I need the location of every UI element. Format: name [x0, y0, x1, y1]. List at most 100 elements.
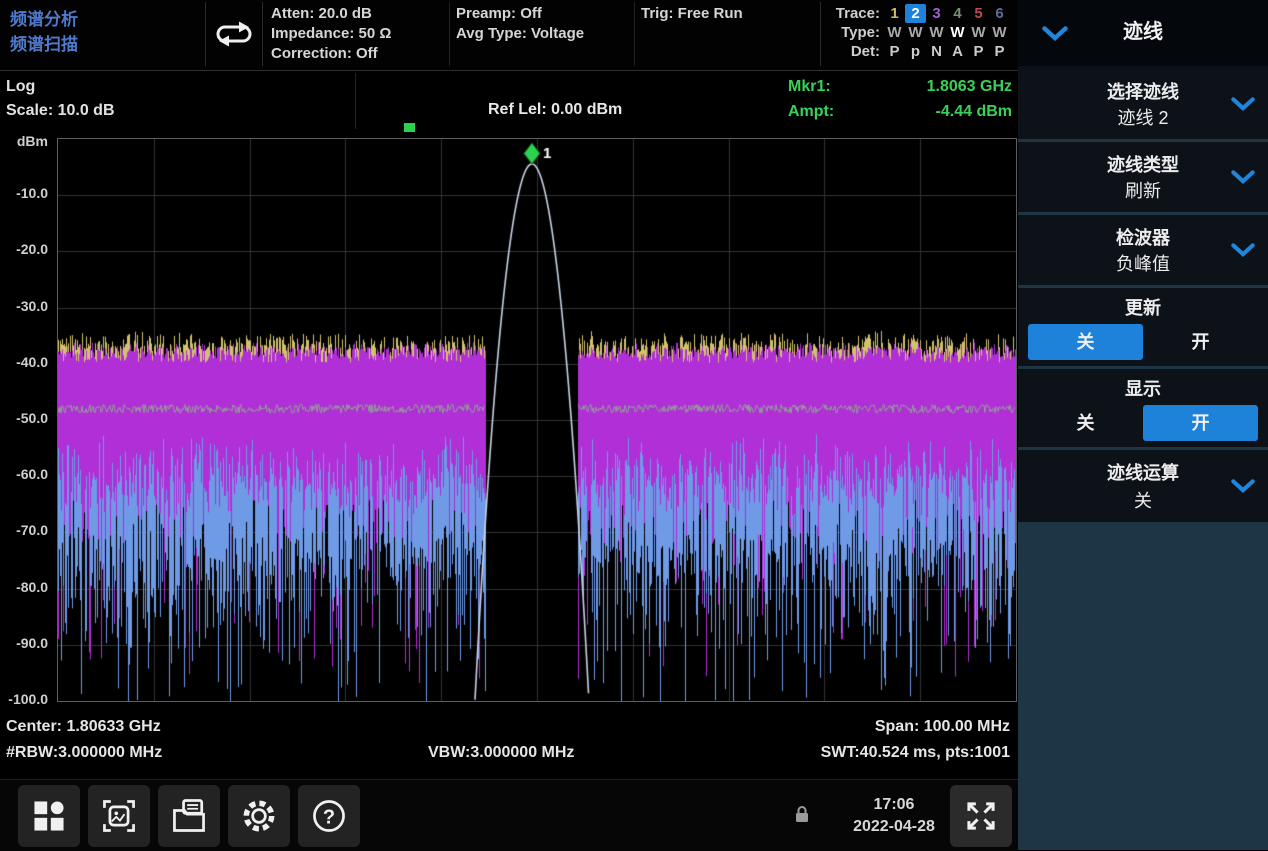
file-manager-button[interactable] — [158, 785, 220, 847]
trace-3-type[interactable]: W — [929, 24, 944, 41]
scale-value: Scale: 10.0 dB — [6, 102, 115, 119]
y-axis-tick: -60.0 — [16, 466, 48, 483]
time-value: 17:06 — [873, 796, 915, 813]
attenuation-status: Atten: 20.0 dB Impedance: 50 Ω Correctio… — [271, 4, 391, 64]
trace-active-indicator — [404, 123, 415, 132]
item-label: 选择迹线 — [1107, 82, 1179, 102]
preamp-value: Preamp: Off — [456, 5, 542, 22]
mode-line1: 频谱分析 — [10, 10, 78, 29]
spectrum-plot[interactable] — [57, 138, 1017, 702]
help-button[interactable]: ? — [298, 785, 360, 847]
trace-1-type[interactable]: W — [887, 24, 902, 41]
fullscreen-button[interactable] — [950, 785, 1012, 847]
trace-1-det[interactable]: P — [889, 43, 900, 60]
avg-type-value: Avg Type: Voltage — [456, 25, 585, 42]
help-icon: ? — [309, 796, 349, 836]
span-value: Span: 100.00 MHz — [874, 718, 1010, 735]
amplitude-info-bar: Log Scale: 10.0 dB Ref Lel: 0.00 dBm Mkr… — [0, 71, 1018, 133]
chevron-down-icon — [1231, 243, 1255, 257]
trace-4-det[interactable]: A — [952, 43, 963, 60]
item-label: 迹线类型 — [1107, 155, 1179, 175]
item-value: 关 — [1134, 491, 1152, 511]
trace-row-label: Type: — [841, 24, 880, 41]
menu-item-detector[interactable]: 检波器 负峰值 — [1018, 215, 1268, 285]
trace-6-type[interactable]: W — [992, 24, 1007, 41]
trace-6-n[interactable]: 6 — [995, 5, 1004, 22]
trace-5-n[interactable]: 5 — [974, 5, 983, 22]
menu-title: 迹线 — [1123, 21, 1163, 43]
preamp-status: Preamp: Off Avg Type: Voltage — [456, 4, 584, 44]
trace-2-det[interactable]: p — [910, 43, 921, 60]
lock-icon — [793, 804, 811, 824]
continuous-sweep-button[interactable] — [208, 5, 260, 63]
amplitude-value: -4.44 dBm — [935, 103, 1012, 120]
trace-4-type[interactable]: W — [950, 24, 965, 41]
item-label: 更新 — [1125, 298, 1161, 318]
y-axis-tick: -70.0 — [16, 522, 48, 539]
mode-line2: 频谱扫描 — [10, 35, 78, 54]
trace-2-n[interactable]: 2 — [905, 4, 926, 23]
scale-info: Log Scale: 10.0 dB — [6, 75, 115, 123]
main-display: 频谱分析 频谱扫描 Atten: 20.0 dB Impedance: 50 Ω… — [0, 0, 1018, 851]
y-axis-tick: -30.0 — [16, 297, 48, 314]
trace-4-n[interactable]: 4 — [953, 5, 962, 22]
chevron-down-icon — [1231, 170, 1255, 184]
trace-3-det[interactable]: N — [931, 43, 942, 60]
menu-item-update-toggle: 更新 关 开 — [1018, 288, 1268, 366]
marker-label: Mkr1: — [788, 78, 831, 95]
trace-5-det[interactable]: P — [973, 43, 984, 60]
settings-button[interactable] — [228, 785, 290, 847]
status-header-bar: 频谱分析 频谱扫描 Atten: 20.0 dB Impedance: 50 Ω… — [0, 0, 1018, 71]
lock-status — [793, 804, 811, 824]
update-on-button[interactable]: 开 — [1191, 332, 1210, 352]
y-axis-unit: dBm — [16, 133, 48, 149]
bottom-toolbar: ? 17:06 2022-04-28 — [0, 779, 1018, 851]
trace-3-n[interactable]: 3 — [932, 5, 941, 22]
menu-item-trace-math[interactable]: 迹线运算 关 — [1018, 450, 1268, 522]
settings-gear-icon — [239, 796, 279, 836]
menu-item-display-toggle: 显示 关 开 — [1018, 369, 1268, 447]
display-on-button[interactable]: 开 — [1143, 405, 1258, 441]
item-label: 检波器 — [1116, 228, 1170, 248]
trace-2-type[interactable]: W — [908, 24, 923, 41]
amplitude-label: Ampt: — [788, 103, 835, 120]
y-axis-tick: -90.0 — [16, 634, 48, 651]
trig-value: Trig: Free Run — [641, 5, 743, 22]
y-axis-tick: -50.0 — [16, 410, 48, 426]
menu-header[interactable]: 迹线 — [1018, 0, 1268, 69]
apps-menu-button[interactable] — [18, 785, 80, 847]
ref-level: Ref Lel: 0.00 dBm — [488, 101, 623, 118]
display-off-button[interactable]: 关 — [1076, 413, 1095, 433]
repeat-loop-icon — [210, 11, 258, 57]
update-off-button[interactable]: 关 — [1028, 324, 1143, 360]
file-manager-icon — [169, 796, 209, 836]
atten-value: Atten: 20.0 dB — [271, 5, 372, 22]
trigger-status: Trig: Free Run — [641, 4, 743, 24]
item-value: 负峰值 — [1116, 254, 1170, 274]
item-value: 迹线 2 — [1117, 108, 1169, 128]
vbw-value: VBW:3.000000 MHz — [428, 744, 575, 761]
y-axis-tick: -10.0 — [16, 185, 48, 202]
y-axis-tick: -100.0 — [8, 691, 48, 707]
correction-value: Correction: Off — [271, 45, 378, 62]
menu-item-select-trace[interactable]: 选择迹线 迹线 2 — [1018, 69, 1268, 139]
fullscreen-expand-icon — [962, 797, 1000, 835]
svg-text:?: ? — [323, 806, 335, 828]
trace-row-label: Trace: — [835, 5, 880, 22]
trace-1-n[interactable]: 1 — [890, 5, 899, 22]
date-value: 2022-04-28 — [853, 818, 935, 835]
trace-menu-panel: 迹线 选择迹线 迹线 2 迹线类型 刷新 检波器 负峰值 更新 关 开 显示 关… — [1018, 0, 1268, 850]
marker-readout: Mkr1: 1.8063 GHz Ampt: -4.44 dBm — [788, 74, 1012, 124]
screenshot-button[interactable] — [88, 785, 150, 847]
menu-item-trace-type[interactable]: 迹线类型 刷新 — [1018, 142, 1268, 212]
mode-title: 频谱分析 频谱扫描 — [10, 7, 78, 57]
trace-5-type[interactable]: W — [971, 24, 986, 41]
item-label: 显示 — [1125, 379, 1161, 399]
chevron-down-icon — [1231, 97, 1255, 111]
trace-6-det[interactable]: P — [994, 43, 1005, 60]
item-label: 迹线运算 — [1107, 463, 1179, 483]
y-axis-tick: -80.0 — [16, 578, 48, 595]
chevron-down-icon — [1231, 479, 1255, 493]
item-value: 刷新 — [1125, 181, 1161, 201]
